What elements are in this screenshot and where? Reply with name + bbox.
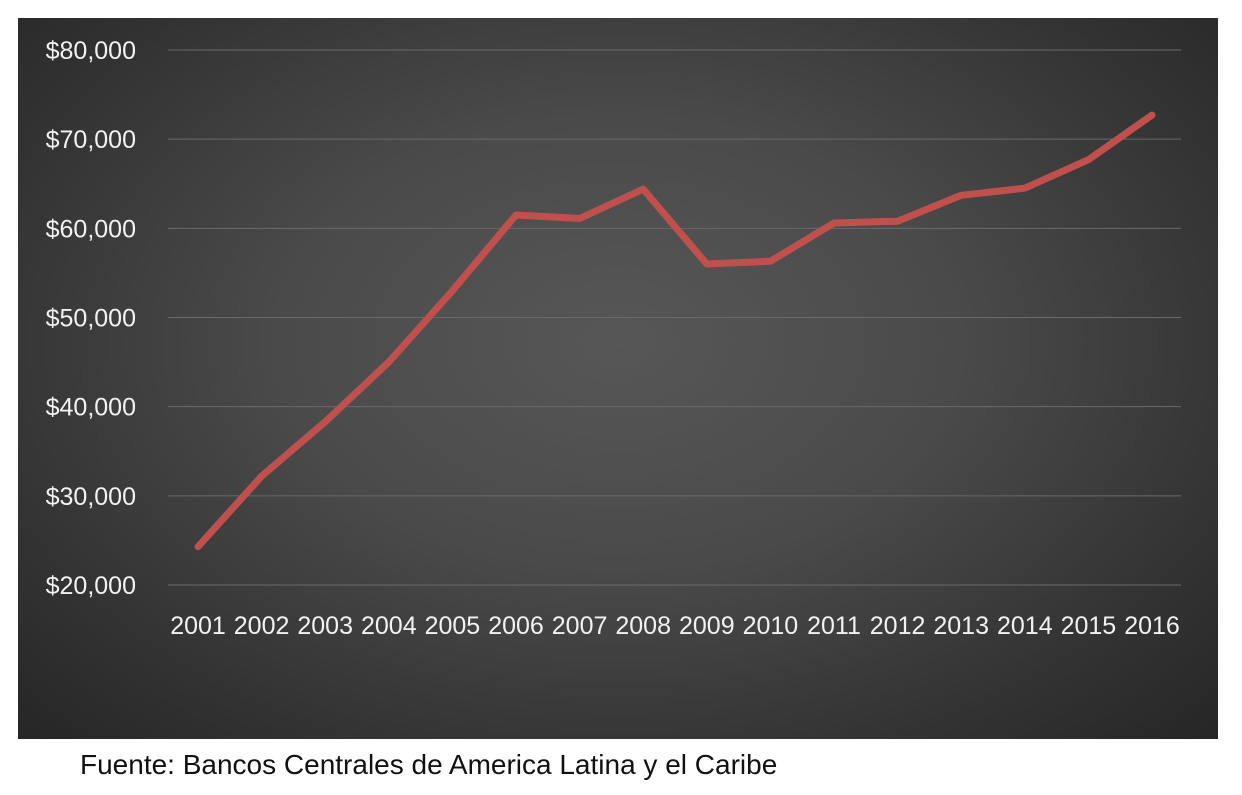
x-tick-label: 2004 (361, 612, 417, 640)
chart-panel: $20,000 $30,000 $40,000 $50,000 $60,000 $70,0… (18, 18, 1218, 739)
x-tick-label: 2012 (870, 612, 926, 640)
x-tick-label: 2015 (1061, 612, 1117, 640)
source-note: Fuente: Bancos Centrales de America Lati… (80, 749, 778, 780)
x-tick-label: 2007 (552, 612, 608, 640)
x-tick-label: 2006 (488, 612, 544, 640)
y-tick-label: $70,000 (46, 126, 136, 154)
x-tick-label: 2009 (679, 612, 735, 640)
x-tick-label: 2016 (1124, 612, 1180, 640)
gridlines (168, 49, 1181, 586)
x-tick-label: 2010 (743, 612, 799, 640)
x-tick-label: 2013 (933, 612, 989, 640)
y-axis-tick-labels: $20,000 $30,000 $40,000 $50,000 $60,000 $70,0… (46, 37, 136, 600)
y-tick-label: $50,000 (46, 305, 136, 333)
line-chart: $20,000 $30,000 $40,000 $50,000 $60,000 $70,0… (46, 37, 1181, 640)
x-tick-label: 2005 (425, 612, 481, 640)
x-axis-tick-labels: 2001 2002 2003 2004 2005 2006 2007 2008 2009 2010… (170, 612, 1180, 640)
series-layer (194, 111, 1156, 551)
x-tick-label: 2008 (615, 612, 671, 640)
y-tick-label: $40,000 (46, 394, 136, 422)
x-tick-label: 2003 (297, 612, 353, 640)
x-tick-label: 2002 (234, 612, 290, 640)
y-tick-label: $80,000 (46, 37, 136, 65)
y-tick-label: $30,000 (46, 483, 136, 511)
x-tick-label: 2011 (807, 612, 861, 640)
series-line (194, 111, 1156, 551)
y-tick-label: $60,000 (46, 215, 136, 243)
x-tick-label: 2014 (997, 612, 1053, 640)
y-tick-label: $20,000 (46, 572, 136, 600)
x-tick-label: 2001 (170, 612, 226, 640)
